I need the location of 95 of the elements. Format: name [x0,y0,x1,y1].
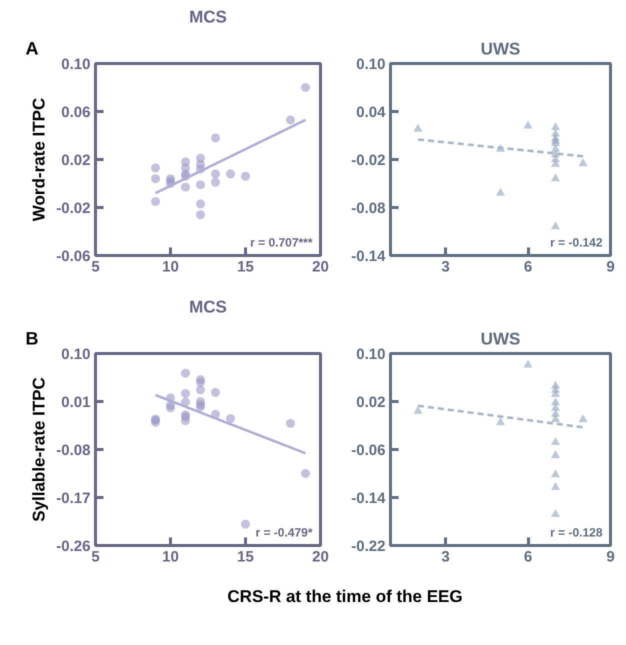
point [211,169,220,178]
point [241,172,250,181]
annotation: r = -0.479* [255,526,313,540]
text: B [26,328,38,348]
chart-title: UWS [480,330,520,348]
point [578,414,588,422]
point [551,122,560,130]
x-axis-title: CRS-R at the time of the EEG [227,586,463,608]
point [226,169,235,178]
annotation: r = 0.707*** [250,236,313,250]
y-tick-label: -0.26 [56,538,91,555]
y-tick-label: -0.22 [351,538,386,555]
point [551,482,560,490]
point [286,418,295,428]
point [551,402,560,411]
y-tick-label: 0.04 [356,104,386,121]
point [551,222,560,230]
point [151,163,160,172]
point [551,470,560,478]
annotation: r = -0.128 [550,526,603,540]
y-tick-label: 0.06 [61,104,91,121]
chart-title: UWS [480,40,520,58]
point [551,174,560,182]
point [211,388,220,397]
y-tick-label: 0.01 [61,394,91,411]
point [286,115,295,124]
point [551,509,560,517]
y-tick-label: -0.02 [351,152,386,169]
point [151,174,160,184]
point [196,210,205,220]
x-tick-label: 15 [237,548,254,566]
point [181,368,190,378]
point [414,124,422,132]
point [196,378,205,387]
point [196,180,205,190]
annotation: r = -0.142 [550,236,603,250]
point [578,158,588,166]
point [151,197,160,206]
point [524,120,532,128]
point [166,403,175,412]
y-tick-label: 0.02 [61,152,91,169]
x-tick-label: 3 [441,548,450,566]
point [301,83,310,92]
x-tick-label: 5 [91,548,100,566]
point [181,389,190,398]
x-tick-label: 6 [524,258,532,276]
point [181,398,190,407]
x-tick-label: 15 [237,258,254,276]
x-tick-label: 3 [441,258,450,276]
y-tick-label: -0.17 [56,490,91,507]
point [551,437,560,445]
y-tick-label: 0.02 [356,394,386,411]
x-tick-label: 20 [312,548,329,566]
y-axis-title: Word-rate ITPC [29,98,48,222]
point [211,178,220,187]
point [241,520,250,529]
y-tick-label: -0.06 [56,248,91,265]
y-tick-label: -0.14 [351,490,386,507]
text: A [26,38,38,58]
y-tick-label: -0.08 [351,200,386,217]
point [551,159,560,167]
point [226,414,235,424]
y-tick-label: -0.08 [56,442,91,459]
x-tick-label: 6 [524,548,532,566]
y-axis-title: Syllable-rate ITPC [29,377,48,522]
chart-title: MCS [189,8,227,26]
point [196,385,205,394]
point [551,389,560,397]
chart-title: MCS [189,298,227,316]
x-tick-label: 10 [162,548,179,566]
point [181,182,190,192]
point [496,188,505,196]
point [301,469,310,478]
point [211,133,220,142]
point [496,417,505,426]
point [524,360,532,368]
point [551,398,560,406]
x-tick-label: 9 [606,548,615,566]
y-tick-label: 0.10 [356,56,386,73]
y-tick-label: -0.14 [351,248,386,265]
point [551,450,560,458]
y-tick-label: 0.10 [356,346,386,363]
x-tick-label: 9 [606,258,615,276]
x-tick-label: 5 [91,258,100,276]
point [551,138,560,146]
point [551,414,560,422]
point [181,416,190,426]
x-tick-label: 10 [162,258,179,276]
y-tick-label: 0.10 [61,56,91,73]
point [196,199,205,208]
point [414,406,422,414]
x-tick-label: 20 [312,258,329,276]
y-tick-label: 0.10 [61,346,91,363]
y-tick-label: -0.02 [56,200,91,217]
y-tick-label: -0.06 [351,442,386,459]
